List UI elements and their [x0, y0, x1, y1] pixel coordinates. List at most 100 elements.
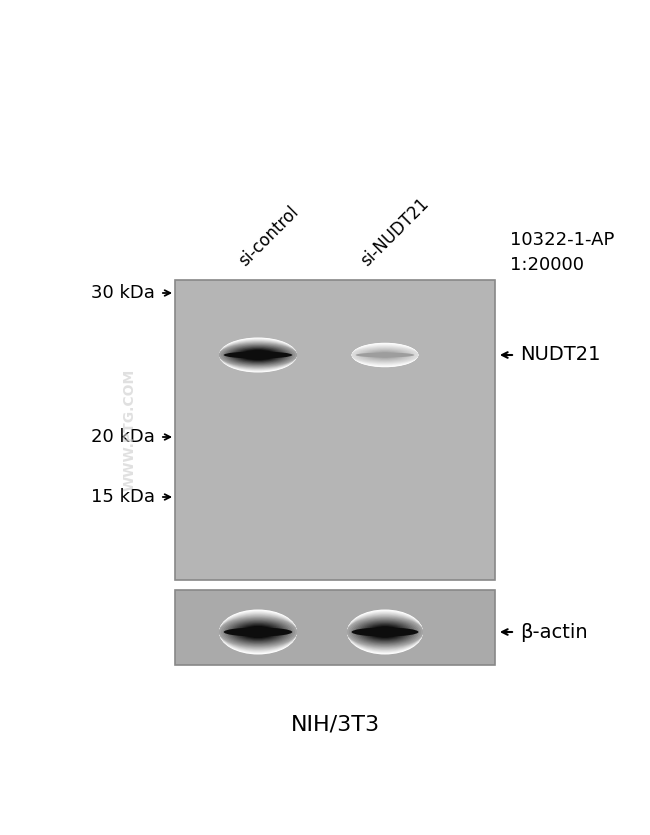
Ellipse shape	[352, 347, 418, 363]
Ellipse shape	[246, 352, 270, 358]
Ellipse shape	[219, 339, 297, 371]
Ellipse shape	[370, 626, 400, 638]
Ellipse shape	[360, 622, 410, 642]
Ellipse shape	[375, 352, 395, 357]
Ellipse shape	[250, 629, 266, 635]
Ellipse shape	[256, 631, 260, 633]
Ellipse shape	[219, 610, 297, 654]
Ellipse shape	[219, 613, 297, 651]
Ellipse shape	[240, 350, 276, 360]
Ellipse shape	[380, 630, 391, 635]
Ellipse shape	[254, 630, 262, 634]
Ellipse shape	[358, 621, 411, 642]
Ellipse shape	[347, 610, 423, 655]
Ellipse shape	[352, 347, 418, 363]
Ellipse shape	[370, 352, 400, 359]
Ellipse shape	[347, 617, 423, 647]
Ellipse shape	[347, 616, 423, 648]
Ellipse shape	[366, 625, 404, 640]
Ellipse shape	[355, 620, 415, 644]
Ellipse shape	[365, 350, 405, 360]
Ellipse shape	[219, 340, 297, 370]
Ellipse shape	[244, 627, 272, 637]
Ellipse shape	[352, 627, 419, 636]
Ellipse shape	[352, 346, 418, 364]
Ellipse shape	[219, 612, 297, 652]
Ellipse shape	[254, 354, 262, 357]
Ellipse shape	[225, 620, 291, 645]
Ellipse shape	[364, 624, 406, 640]
Ellipse shape	[219, 616, 297, 648]
Text: 30 kDa: 30 kDa	[91, 284, 155, 302]
Ellipse shape	[221, 344, 295, 366]
Ellipse shape	[239, 625, 278, 640]
Bar	[175, 280, 495, 580]
Text: 10322-1-AP: 10322-1-AP	[510, 231, 614, 249]
Ellipse shape	[380, 354, 390, 357]
Ellipse shape	[219, 337, 297, 372]
Ellipse shape	[352, 343, 418, 367]
Ellipse shape	[252, 630, 264, 635]
Ellipse shape	[352, 344, 418, 366]
Ellipse shape	[219, 614, 297, 650]
Ellipse shape	[372, 627, 398, 637]
Ellipse shape	[248, 628, 268, 635]
Ellipse shape	[219, 343, 297, 367]
Ellipse shape	[377, 353, 393, 357]
Ellipse shape	[383, 631, 387, 633]
Ellipse shape	[233, 347, 283, 362]
Ellipse shape	[360, 349, 410, 361]
Ellipse shape	[252, 353, 264, 357]
Ellipse shape	[347, 612, 423, 652]
Ellipse shape	[372, 352, 398, 358]
Bar	[175, 590, 495, 665]
Ellipse shape	[219, 610, 297, 655]
Ellipse shape	[221, 618, 295, 646]
Ellipse shape	[235, 623, 281, 641]
Ellipse shape	[248, 352, 268, 358]
Ellipse shape	[233, 622, 283, 642]
Ellipse shape	[256, 354, 260, 356]
Ellipse shape	[219, 613, 297, 650]
Ellipse shape	[358, 348, 411, 362]
Ellipse shape	[356, 620, 413, 643]
Ellipse shape	[219, 342, 297, 367]
Text: 20 kDa: 20 kDa	[91, 428, 155, 446]
Ellipse shape	[219, 341, 297, 369]
Ellipse shape	[231, 621, 285, 642]
Text: si-control: si-control	[235, 203, 302, 270]
Text: NIH/3T3: NIH/3T3	[291, 715, 380, 735]
Ellipse shape	[347, 613, 423, 650]
Ellipse shape	[225, 345, 291, 365]
Ellipse shape	[347, 611, 423, 653]
Ellipse shape	[242, 626, 274, 638]
Ellipse shape	[237, 348, 280, 362]
Ellipse shape	[223, 345, 293, 366]
Text: 1:20000: 1:20000	[510, 256, 584, 274]
Ellipse shape	[349, 618, 421, 646]
Ellipse shape	[347, 615, 423, 649]
Ellipse shape	[381, 630, 389, 634]
Ellipse shape	[224, 352, 292, 358]
Ellipse shape	[361, 349, 408, 361]
Ellipse shape	[244, 351, 272, 359]
Ellipse shape	[374, 627, 396, 636]
Ellipse shape	[239, 349, 278, 361]
Ellipse shape	[229, 620, 287, 643]
Ellipse shape	[378, 629, 393, 635]
Ellipse shape	[369, 351, 402, 359]
Ellipse shape	[347, 613, 423, 651]
Ellipse shape	[353, 620, 417, 645]
Ellipse shape	[219, 342, 297, 368]
Ellipse shape	[347, 614, 423, 650]
Ellipse shape	[347, 615, 423, 650]
Text: WWW.PTG.COM: WWW.PTG.COM	[123, 369, 137, 491]
Ellipse shape	[219, 338, 297, 372]
Ellipse shape	[355, 347, 415, 362]
Ellipse shape	[237, 624, 280, 640]
Ellipse shape	[219, 617, 297, 647]
Ellipse shape	[219, 342, 297, 368]
Ellipse shape	[368, 625, 402, 639]
Ellipse shape	[356, 352, 414, 357]
Ellipse shape	[357, 348, 413, 362]
